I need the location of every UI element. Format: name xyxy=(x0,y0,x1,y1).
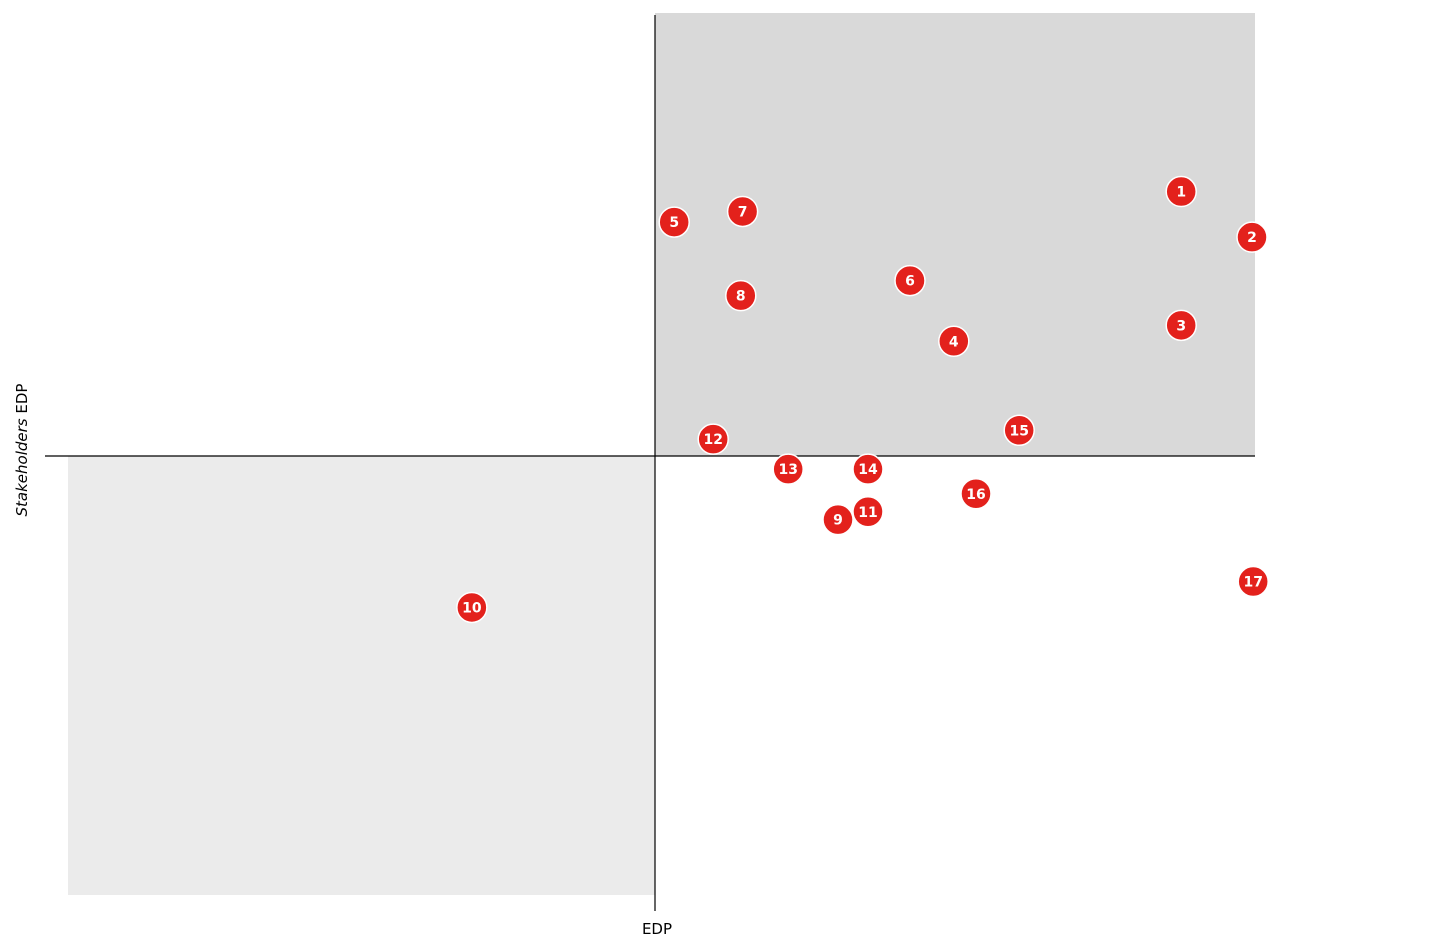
data-point-2: 2 xyxy=(1236,221,1268,253)
bottom-left-quadrant xyxy=(68,456,655,895)
data-point-marker xyxy=(456,591,488,624)
data-point-label: 9 xyxy=(833,513,843,529)
data-point-10: 10 xyxy=(456,591,488,624)
data-point-15: 15 xyxy=(1003,414,1035,447)
data-point-marker xyxy=(822,503,854,536)
data-point-4: 4 xyxy=(938,325,970,358)
data-point-marker xyxy=(726,195,759,228)
data-point-marker xyxy=(725,279,757,312)
data-point-marker xyxy=(658,206,690,238)
data-point-5: 5 xyxy=(658,206,690,238)
data-point-marker xyxy=(1165,309,1197,342)
data-point-label: 5 xyxy=(669,215,679,231)
data-point-label: 15 xyxy=(1009,423,1028,439)
data-point-label: 7 xyxy=(738,204,748,220)
data-point-3: 3 xyxy=(1165,309,1197,342)
data-point-label: 2 xyxy=(1247,230,1257,246)
data-point-label: 16 xyxy=(966,487,985,503)
y-axis-label-rest: EDP xyxy=(13,384,31,419)
data-point-1: 1 xyxy=(1165,175,1197,208)
data-point-label: 14 xyxy=(858,462,878,478)
data-point-marker xyxy=(1165,175,1197,208)
x-axis-label: EDP xyxy=(642,920,672,936)
data-point-marker xyxy=(697,423,729,455)
data-point-12: 12 xyxy=(697,423,729,455)
data-point-label: 1 xyxy=(1176,185,1186,201)
data-point-label: 17 xyxy=(1243,575,1262,591)
data-point-label: 6 xyxy=(905,274,915,290)
data-point-13: 13 xyxy=(772,453,804,485)
data-point-label: 8 xyxy=(736,289,746,305)
data-point-marker xyxy=(938,325,970,358)
data-point-14: 14 xyxy=(852,453,884,485)
data-point-label: 11 xyxy=(858,505,877,521)
data-point-16: 16 xyxy=(960,478,992,510)
data-point-label: 4 xyxy=(949,334,959,350)
data-point-marker xyxy=(852,453,884,485)
data-point-17: 17 xyxy=(1237,565,1269,598)
data-point-9: 9 xyxy=(822,503,854,536)
data-point-6: 6 xyxy=(894,264,926,297)
data-point-marker xyxy=(960,478,992,510)
data-point-7: 7 xyxy=(726,195,759,228)
y-axis-label: Stakeholders EDP xyxy=(13,384,31,517)
data-point-marker xyxy=(1003,414,1035,447)
data-point-8: 8 xyxy=(725,279,757,312)
data-point-marker xyxy=(894,264,926,297)
data-point-label: 3 xyxy=(1176,318,1186,334)
y-axis-label-italic: Stakeholders xyxy=(13,418,31,516)
data-point-11: 11 xyxy=(852,496,884,528)
data-point-label: 10 xyxy=(462,600,482,616)
data-point-marker xyxy=(1236,221,1268,253)
data-point-marker xyxy=(772,453,804,485)
data-point-marker xyxy=(1237,565,1269,598)
data-point-label: 13 xyxy=(778,462,797,478)
top-right-quadrant xyxy=(655,13,1255,456)
data-point-marker xyxy=(852,496,884,528)
data-point-label: 12 xyxy=(703,432,722,448)
